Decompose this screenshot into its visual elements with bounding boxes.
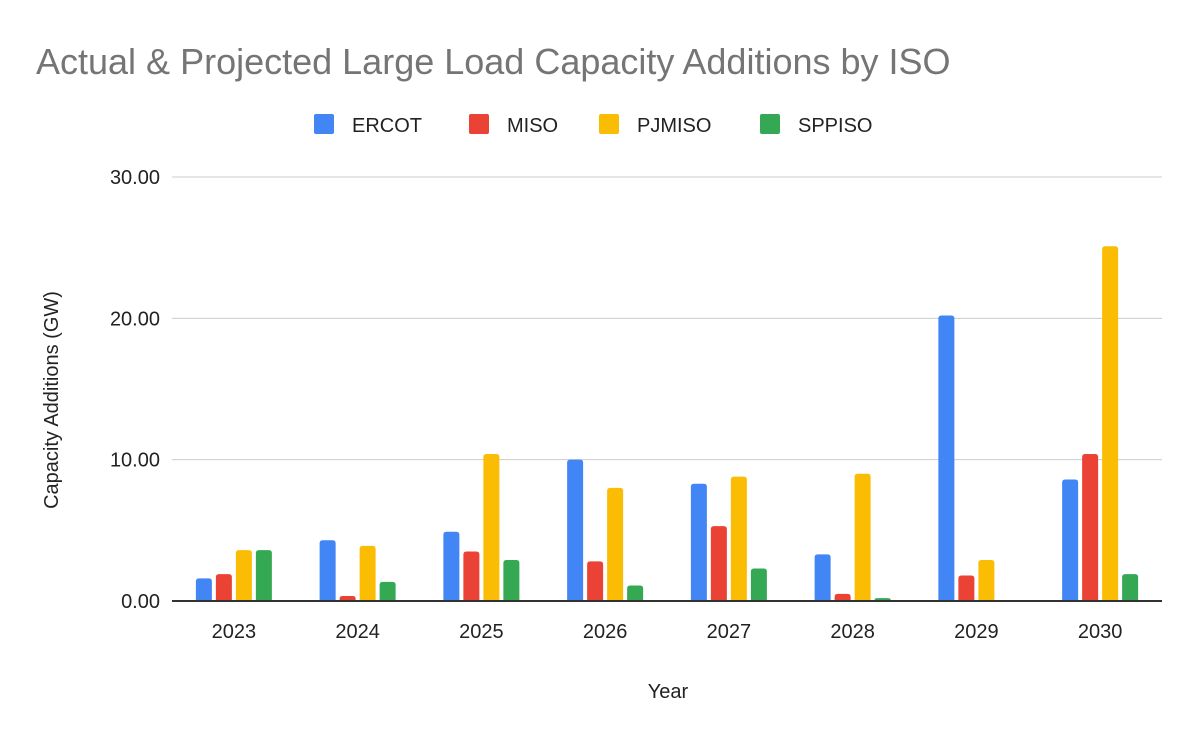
x-tick-labels: 2023 2024 2025 2026 2027 2028 2029 2030 — [212, 621, 1123, 643]
legend-swatch-pjmiso — [599, 114, 619, 134]
bar-sppiso-2023 — [255, 550, 272, 601]
y-tick-label: 10.00 — [110, 450, 160, 472]
x-axis-label: Year — [648, 681, 689, 703]
bar-ercot-2027 — [690, 483, 707, 601]
bar-miso-2025 — [463, 551, 480, 601]
x-tick-label: 2024 — [335, 621, 380, 643]
legend-label-miso: MISO — [507, 115, 558, 137]
legend-swatch-miso — [469, 114, 489, 134]
bar-miso-2023 — [215, 574, 232, 601]
bar-pjmiso-2026 — [607, 487, 624, 601]
bar-miso-2026 — [587, 561, 604, 601]
bar-pjmiso-2025 — [483, 454, 500, 601]
legend-label-ercot: ERCOT — [352, 115, 422, 137]
bar-miso-2029 — [958, 575, 975, 601]
y-axis-label: Capacity Additions (GW) — [41, 291, 63, 509]
x-tick-label: 2026 — [583, 621, 628, 643]
bar-pjmiso-2023 — [235, 550, 252, 601]
bar-sppiso-2024 — [379, 581, 396, 601]
bar-pjmiso-2028 — [854, 473, 871, 601]
y-tick-label: 30.00 — [110, 167, 160, 189]
bar-miso-2028 — [834, 593, 851, 601]
x-tick-label: 2028 — [830, 621, 875, 643]
x-tick-label: 2030 — [1078, 621, 1123, 643]
x-tick-label: 2023 — [212, 621, 257, 643]
y-tick-label: 0.00 — [121, 591, 160, 613]
bar-ercot-2026 — [567, 459, 584, 601]
x-tick-label: 2029 — [954, 621, 999, 643]
legend-swatch-ercot — [314, 114, 334, 134]
y-tick-label: 20.00 — [110, 308, 160, 330]
bar-ercot-2025 — [443, 531, 460, 601]
bar-miso-2027 — [710, 526, 727, 601]
legend-swatch-sppiso — [760, 114, 780, 134]
bar-pjmiso-2024 — [359, 545, 376, 601]
gridlines: 0.00 10.00 20.00 30.00 — [110, 167, 1162, 613]
bar-ercot-2023 — [195, 578, 212, 601]
bar-ercot-2029 — [938, 315, 955, 601]
bar-miso-2024 — [339, 596, 356, 601]
bar-pjmiso-2030 — [1102, 246, 1119, 601]
legend-label-sppiso: SPPISO — [798, 115, 872, 137]
bar-sppiso-2026 — [627, 585, 644, 601]
x-tick-label: 2025 — [459, 621, 504, 643]
bar-miso-2030 — [1082, 454, 1099, 601]
bar-sppiso-2027 — [750, 568, 767, 601]
bar-ercot-2028 — [814, 554, 831, 601]
bar-ercot-2024 — [319, 540, 336, 601]
bar-sppiso-2025 — [503, 560, 520, 601]
bar-pjmiso-2029 — [978, 560, 995, 601]
x-tick-label: 2027 — [707, 621, 752, 643]
bar-sppiso-2030 — [1122, 574, 1139, 601]
chart-title: Actual & Projected Large Load Capacity A… — [36, 41, 951, 82]
bar-pjmiso-2027 — [730, 476, 747, 601]
legend-label-pjmiso: PJMISO — [637, 115, 711, 137]
bars — [195, 246, 1139, 601]
bar-ercot-2030 — [1062, 479, 1079, 601]
legend: ERCOT MISO PJMISO SPPISO — [314, 114, 872, 137]
